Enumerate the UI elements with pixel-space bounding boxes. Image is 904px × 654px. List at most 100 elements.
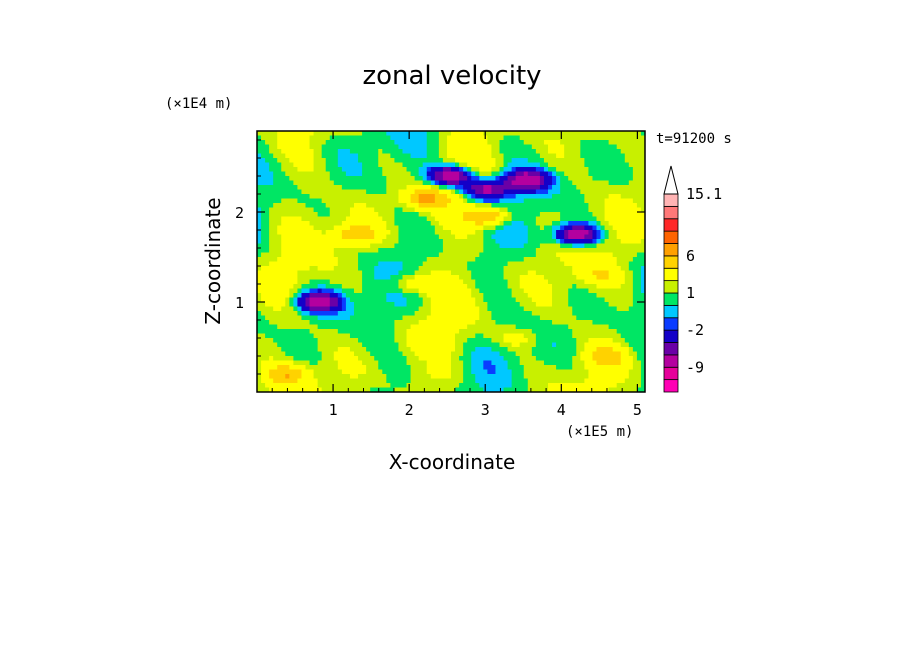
field-cell [402, 333, 408, 339]
field-cell [446, 338, 452, 344]
field-cell [265, 153, 270, 159]
field-cell [640, 297, 645, 303]
field-cell [269, 131, 274, 137]
field-cell [640, 185, 645, 191]
field-cell [640, 207, 645, 213]
field-cell [301, 171, 307, 177]
field-cell [531, 293, 537, 299]
field-cell [580, 306, 585, 312]
field-cell [511, 167, 517, 173]
field-cell [305, 293, 311, 299]
field-cell [463, 270, 468, 276]
field-cell [438, 167, 444, 173]
field-cell [568, 162, 573, 168]
field-cell [463, 297, 468, 303]
field-cell [325, 279, 331, 285]
field-cell [414, 338, 420, 344]
field-cell [584, 329, 590, 335]
field-cell [459, 203, 464, 209]
field-cell [624, 293, 630, 299]
field-cell [297, 234, 303, 240]
field-cell [572, 207, 577, 213]
field-cell [471, 324, 476, 330]
field-cell [471, 284, 476, 290]
field-cell [301, 243, 307, 249]
field-cell [451, 266, 456, 272]
field-cell [265, 162, 270, 168]
field-cell [309, 279, 315, 285]
field-cell [491, 297, 497, 303]
field-cell [301, 135, 307, 141]
field-cell [410, 360, 416, 366]
field-cell [317, 189, 323, 195]
field-cell [475, 275, 480, 281]
field-cell [572, 230, 577, 236]
field-cell [616, 234, 622, 240]
field-cell [442, 185, 448, 191]
field-cell [467, 261, 472, 267]
field-cell [552, 207, 557, 213]
field-cell [535, 131, 541, 137]
field-cell [382, 189, 387, 195]
field-cell [325, 194, 331, 200]
field-cell [305, 230, 311, 236]
field-cell [463, 266, 468, 272]
field-cell [362, 153, 367, 159]
field-cell [499, 167, 505, 173]
field-cell [313, 324, 319, 330]
field-cell [624, 234, 630, 240]
field-cell [414, 221, 420, 227]
field-cell [410, 252, 416, 258]
field-cell [548, 297, 553, 303]
field-cell [475, 252, 480, 258]
field-cell [390, 207, 396, 213]
field-cell [370, 212, 375, 218]
field-cell [386, 185, 391, 191]
field-cell [616, 162, 622, 168]
field-cell [523, 338, 529, 344]
field-cell [568, 216, 573, 222]
field-cell [390, 212, 396, 218]
field-cell [564, 288, 569, 294]
field-cell [349, 207, 355, 213]
field-cell [543, 203, 549, 209]
field-cell [297, 171, 303, 177]
field-cell [531, 153, 537, 159]
field-cell [341, 311, 347, 317]
field-cell [588, 149, 594, 155]
field-cell [560, 320, 565, 326]
field-cell [608, 194, 614, 200]
field-cell [313, 270, 319, 276]
field-cell [560, 360, 565, 366]
field-cell [269, 203, 274, 209]
field-cell [273, 360, 278, 366]
field-cell [285, 149, 290, 155]
field-cell [341, 320, 347, 326]
field-cell [616, 180, 622, 186]
field-cell [463, 347, 468, 353]
field-cell [434, 320, 440, 326]
field-cell [382, 293, 387, 299]
field-cell [329, 302, 335, 308]
field-cell [479, 158, 484, 164]
field-cell [269, 315, 274, 321]
field-cell [378, 162, 383, 168]
field-cell [463, 135, 468, 141]
field-cell [410, 338, 416, 344]
field-cell [297, 221, 303, 227]
field-cell [349, 194, 355, 200]
field-cell [414, 302, 420, 308]
field-cell [572, 162, 577, 168]
field-cell [483, 194, 488, 200]
field-cell [556, 158, 561, 164]
field-cell [479, 234, 484, 240]
field-cell [370, 180, 375, 186]
field-cell [442, 180, 448, 186]
field-cell [366, 158, 371, 164]
field-cell [402, 275, 408, 281]
field-cell [580, 180, 585, 186]
field-cell [438, 275, 444, 281]
field-cell [329, 279, 335, 285]
field-cell [317, 257, 323, 263]
